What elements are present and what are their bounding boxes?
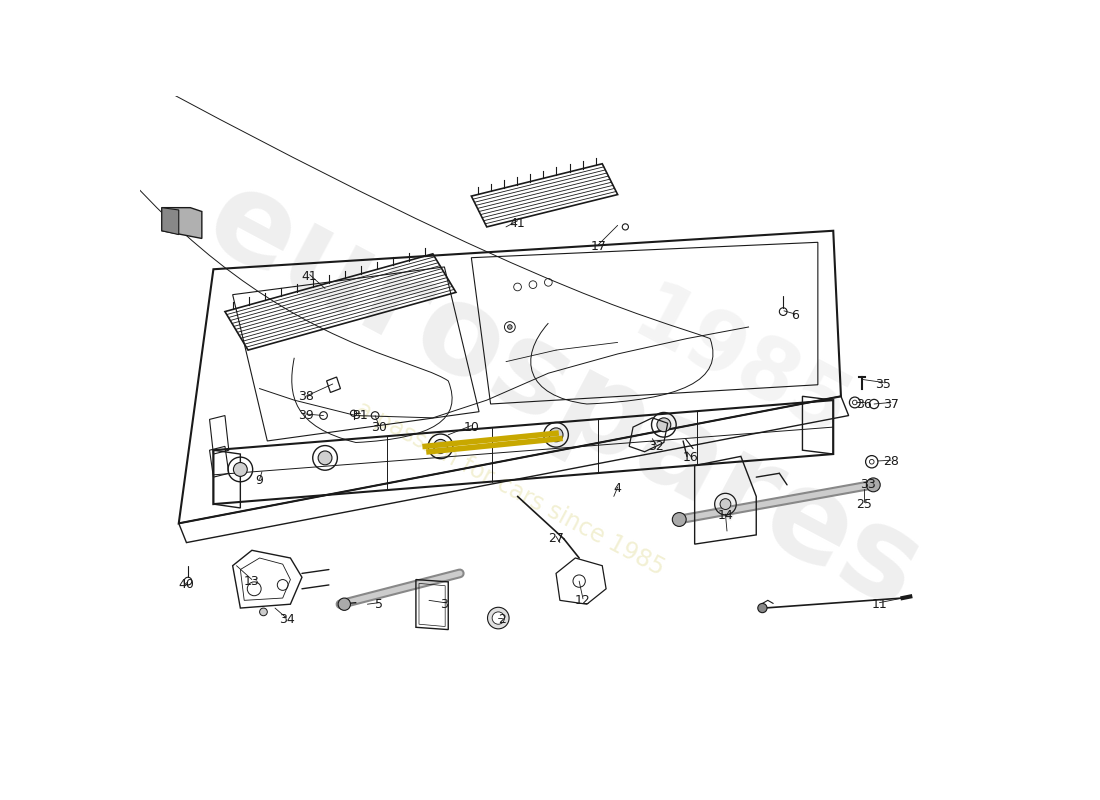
Text: 11: 11 [871, 598, 888, 610]
Text: 35: 35 [876, 378, 891, 391]
Text: 17: 17 [591, 240, 606, 253]
Text: 25: 25 [856, 498, 872, 510]
Circle shape [867, 478, 880, 492]
Text: 41: 41 [509, 217, 526, 230]
Text: 40: 40 [178, 578, 195, 591]
Text: 14: 14 [717, 509, 734, 522]
Circle shape [549, 428, 563, 442]
Circle shape [657, 418, 671, 432]
Text: 38: 38 [298, 390, 314, 403]
Circle shape [758, 603, 767, 613]
Text: 39: 39 [298, 409, 314, 422]
Text: 33: 33 [860, 478, 876, 491]
Text: 36: 36 [856, 398, 872, 410]
Circle shape [492, 612, 505, 624]
Text: 34: 34 [278, 613, 295, 626]
Text: 9: 9 [255, 474, 264, 487]
Text: 3: 3 [440, 598, 449, 610]
Circle shape [507, 325, 513, 330]
Text: 10: 10 [463, 421, 480, 434]
Text: 27: 27 [548, 532, 564, 546]
Circle shape [233, 462, 248, 476]
Circle shape [433, 439, 448, 454]
Text: 2: 2 [498, 613, 506, 626]
Text: 32: 32 [648, 440, 664, 453]
Text: 6: 6 [791, 309, 799, 322]
Text: 13: 13 [244, 574, 260, 587]
Circle shape [318, 451, 332, 465]
Text: a passion for cars since 1985: a passion for cars since 1985 [352, 397, 668, 581]
Text: 16: 16 [683, 451, 698, 464]
Circle shape [260, 608, 267, 616]
Circle shape [672, 513, 686, 526]
Text: eurospares: eurospares [187, 158, 940, 635]
Circle shape [720, 498, 730, 510]
Text: 41: 41 [301, 270, 318, 283]
Text: 1985: 1985 [619, 275, 862, 456]
Text: 5: 5 [375, 598, 383, 610]
Text: 12: 12 [575, 594, 591, 607]
Text: 31: 31 [352, 409, 367, 422]
Text: 30: 30 [371, 421, 387, 434]
Polygon shape [162, 208, 178, 234]
Polygon shape [162, 208, 202, 238]
Circle shape [338, 598, 351, 610]
Text: 37: 37 [883, 398, 899, 410]
Text: 28: 28 [883, 455, 899, 468]
Text: 4: 4 [614, 482, 622, 495]
Circle shape [487, 607, 509, 629]
